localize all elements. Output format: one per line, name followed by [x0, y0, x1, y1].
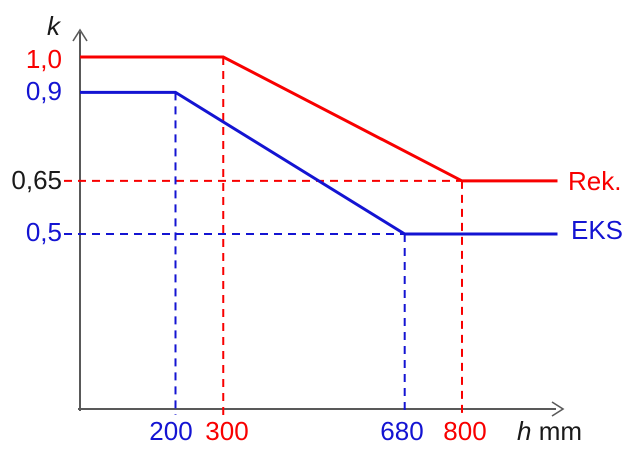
x-tick-800: 800 [443, 416, 487, 446]
x-tick-200: 200 [149, 416, 193, 446]
y-tick-1-0: 1,0 [25, 44, 62, 74]
y-tick-0-65: 0,65 [11, 165, 62, 195]
x-axis-arrow-icon [551, 401, 565, 417]
y-tick-0-5: 0,5 [25, 217, 62, 247]
x-axis-label: h mm [517, 418, 582, 444]
x-tick-680: 680 [380, 416, 424, 446]
series-label-rek: Rek. [568, 166, 622, 196]
y-tick-0-9: 0,9 [25, 76, 62, 106]
series-line-rek [80, 55, 558, 183]
y-axis-label-k: k [47, 11, 60, 41]
x-tick-300: 300 [205, 416, 249, 446]
x-axis-variable: h [517, 416, 532, 446]
x-axis-unit: mm [538, 416, 583, 446]
series-label-eks: EKS [571, 215, 624, 245]
series-line-eks [80, 90, 558, 236]
y-axis-arrow-icon [72, 28, 88, 42]
